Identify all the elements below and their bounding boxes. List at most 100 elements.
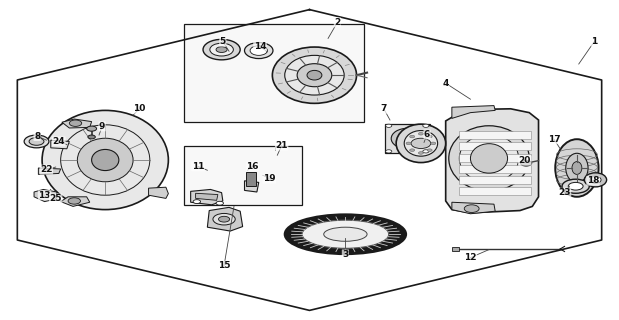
Ellipse shape [245,43,273,59]
Polygon shape [459,176,531,184]
Ellipse shape [203,39,240,60]
Circle shape [68,198,80,204]
Polygon shape [38,168,61,174]
Circle shape [423,124,429,127]
Polygon shape [459,131,531,139]
Circle shape [521,160,532,166]
Ellipse shape [449,126,529,191]
Circle shape [406,142,411,145]
Bar [385,124,430,153]
Circle shape [418,152,423,154]
Circle shape [88,135,95,139]
Ellipse shape [555,139,599,197]
Ellipse shape [566,153,588,183]
Ellipse shape [404,131,438,156]
Polygon shape [149,187,168,198]
Ellipse shape [297,64,332,87]
Text: 6: 6 [424,130,430,139]
Ellipse shape [562,179,589,193]
Text: 14: 14 [254,42,266,51]
Text: 7: 7 [381,104,387,113]
Ellipse shape [584,173,607,187]
Ellipse shape [307,70,322,80]
Circle shape [216,47,227,52]
Ellipse shape [272,47,357,103]
Text: 11: 11 [192,162,204,171]
Bar [452,247,459,251]
Circle shape [213,213,235,225]
Ellipse shape [250,46,267,55]
Circle shape [29,138,44,145]
Text: 5: 5 [220,37,226,46]
Polygon shape [459,187,531,195]
Circle shape [193,200,201,204]
Ellipse shape [572,162,582,174]
Circle shape [411,138,431,148]
Text: 4: 4 [443,79,449,88]
Text: 3: 3 [342,250,348,259]
Ellipse shape [391,128,423,149]
Circle shape [464,205,479,212]
Circle shape [410,135,415,138]
Text: 16: 16 [246,162,259,171]
Polygon shape [207,207,243,231]
Ellipse shape [285,55,344,95]
Polygon shape [245,181,259,192]
Circle shape [386,150,392,153]
Polygon shape [61,197,90,206]
Polygon shape [34,189,57,202]
Text: 25: 25 [50,194,62,203]
Text: 24: 24 [53,137,65,146]
Circle shape [216,201,223,205]
Circle shape [431,142,436,145]
Text: 18: 18 [587,176,599,185]
Circle shape [87,126,97,131]
Polygon shape [446,109,539,213]
Text: 21: 21 [275,141,288,150]
Circle shape [219,216,230,222]
Ellipse shape [210,43,233,56]
Text: 9: 9 [99,122,105,131]
Ellipse shape [396,124,446,163]
Circle shape [386,124,392,127]
Circle shape [24,135,49,148]
Circle shape [427,135,432,138]
Text: 15: 15 [218,261,230,270]
Polygon shape [62,119,92,128]
Ellipse shape [302,220,389,248]
Ellipse shape [42,110,168,210]
Ellipse shape [470,144,508,173]
Circle shape [69,120,82,126]
Ellipse shape [92,149,119,171]
Polygon shape [191,189,223,205]
Circle shape [410,149,415,151]
Ellipse shape [568,182,583,190]
Text: 22: 22 [40,165,53,174]
Text: 1: 1 [591,37,597,46]
Text: 19: 19 [263,174,275,183]
Ellipse shape [324,227,367,241]
Ellipse shape [459,134,519,182]
Polygon shape [51,140,69,149]
Polygon shape [459,154,531,162]
Text: 23: 23 [558,188,571,197]
Ellipse shape [77,138,133,182]
Text: 12: 12 [464,253,477,262]
Polygon shape [452,202,495,214]
Ellipse shape [397,132,417,145]
Polygon shape [459,142,531,150]
Polygon shape [184,146,302,205]
Ellipse shape [590,176,601,183]
Circle shape [418,132,423,135]
Text: 2: 2 [334,18,340,27]
Polygon shape [184,24,364,122]
Text: 17: 17 [548,135,560,144]
Text: 20: 20 [519,156,531,165]
Circle shape [427,149,432,151]
Text: 8: 8 [34,132,40,140]
Polygon shape [452,106,495,118]
Bar [246,172,256,186]
Ellipse shape [285,214,406,254]
Circle shape [423,150,429,153]
Polygon shape [459,165,531,173]
